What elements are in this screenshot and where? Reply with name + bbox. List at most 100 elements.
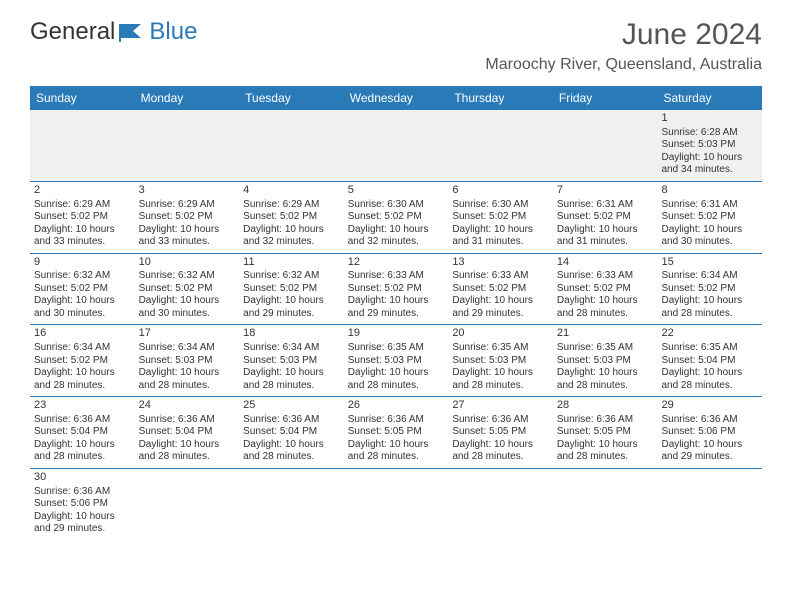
sunrise-text: Sunrise: 6:29 AM — [243, 199, 340, 212]
day-number: 17 — [139, 327, 236, 341]
sunset-text: Sunset: 5:02 PM — [348, 211, 445, 224]
day-cell-empty — [448, 110, 553, 181]
day-number: 25 — [243, 399, 340, 413]
daylight-text: Daylight: 10 hours — [243, 295, 340, 308]
day-cell: 5Sunrise: 6:30 AMSunset: 5:02 PMDaylight… — [344, 182, 449, 253]
sunset-text: Sunset: 5:02 PM — [452, 283, 549, 296]
daylight-text: Daylight: 10 hours — [139, 367, 236, 380]
daylight-text: and 28 minutes. — [557, 308, 654, 321]
day-number: 5 — [348, 184, 445, 198]
daylight-text: and 32 minutes. — [348, 236, 445, 249]
day-number: 8 — [661, 184, 758, 198]
daylight-text: and 31 minutes. — [557, 236, 654, 249]
daylight-text: and 33 minutes. — [34, 236, 131, 249]
day-cell: 16Sunrise: 6:34 AMSunset: 5:02 PMDayligh… — [30, 325, 135, 396]
weeks-container: 1Sunrise: 6:28 AMSunset: 5:03 PMDaylight… — [30, 110, 762, 540]
sunrise-text: Sunrise: 6:34 AM — [139, 342, 236, 355]
sunset-text: Sunset: 5:03 PM — [348, 355, 445, 368]
day-cell: 21Sunrise: 6:35 AMSunset: 5:03 PMDayligh… — [553, 325, 658, 396]
sunset-text: Sunset: 5:03 PM — [557, 355, 654, 368]
sunset-text: Sunset: 5:02 PM — [34, 283, 131, 296]
daylight-text: and 28 minutes. — [139, 380, 236, 393]
daylight-text: Daylight: 10 hours — [243, 224, 340, 237]
sunset-text: Sunset: 5:05 PM — [348, 426, 445, 439]
daylight-text: Daylight: 10 hours — [557, 439, 654, 452]
sunrise-text: Sunrise: 6:35 AM — [557, 342, 654, 355]
day-cell: 20Sunrise: 6:35 AMSunset: 5:03 PMDayligh… — [448, 325, 553, 396]
day-number: 24 — [139, 399, 236, 413]
daylight-text: and 28 minutes. — [452, 451, 549, 464]
daylight-text: and 29 minutes. — [661, 451, 758, 464]
sunset-text: Sunset: 5:02 PM — [34, 355, 131, 368]
day-cell: 2Sunrise: 6:29 AMSunset: 5:02 PMDaylight… — [30, 182, 135, 253]
daylight-text: and 30 minutes. — [34, 308, 131, 321]
daylight-text: and 28 minutes. — [557, 380, 654, 393]
sunset-text: Sunset: 5:02 PM — [34, 211, 131, 224]
sunrise-text: Sunrise: 6:28 AM — [661, 127, 758, 140]
sunrise-text: Sunrise: 6:36 AM — [452, 414, 549, 427]
daylight-text: Daylight: 10 hours — [557, 295, 654, 308]
day-cell-empty — [553, 110, 658, 181]
sunrise-text: Sunrise: 6:36 AM — [34, 414, 131, 427]
day-number: 14 — [557, 256, 654, 270]
title-block: June 2024 Maroochy River, Queensland, Au… — [485, 18, 762, 74]
flag-icon — [119, 22, 147, 42]
day-cell: 9Sunrise: 6:32 AMSunset: 5:02 PMDaylight… — [30, 254, 135, 325]
sunset-text: Sunset: 5:02 PM — [243, 283, 340, 296]
sunset-text: Sunset: 5:02 PM — [348, 283, 445, 296]
daylight-text: and 28 minutes. — [661, 308, 758, 321]
day-cell: 8Sunrise: 6:31 AMSunset: 5:02 PMDaylight… — [657, 182, 762, 253]
sunset-text: Sunset: 5:06 PM — [34, 498, 131, 511]
day-cell: 10Sunrise: 6:32 AMSunset: 5:02 PMDayligh… — [135, 254, 240, 325]
day-cell: 11Sunrise: 6:32 AMSunset: 5:02 PMDayligh… — [239, 254, 344, 325]
daylight-text: Daylight: 10 hours — [139, 224, 236, 237]
sunset-text: Sunset: 5:03 PM — [661, 139, 758, 152]
day-number: 12 — [348, 256, 445, 270]
sunrise-text: Sunrise: 6:30 AM — [348, 199, 445, 212]
day-cell: 26Sunrise: 6:36 AMSunset: 5:05 PMDayligh… — [344, 397, 449, 468]
day-cell: 17Sunrise: 6:34 AMSunset: 5:03 PMDayligh… — [135, 325, 240, 396]
daylight-text: and 28 minutes. — [34, 380, 131, 393]
daylight-text: and 33 minutes. — [139, 236, 236, 249]
day-cell: 19Sunrise: 6:35 AMSunset: 5:03 PMDayligh… — [344, 325, 449, 396]
day-number: 15 — [661, 256, 758, 270]
day-number: 2 — [34, 184, 131, 198]
day-cell: 23Sunrise: 6:36 AMSunset: 5:04 PMDayligh… — [30, 397, 135, 468]
day-number: 4 — [243, 184, 340, 198]
daylight-text: and 28 minutes. — [348, 380, 445, 393]
sunrise-text: Sunrise: 6:34 AM — [34, 342, 131, 355]
day-cell-empty — [657, 469, 762, 540]
daylight-text: Daylight: 10 hours — [243, 439, 340, 452]
daylight-text: and 29 minutes. — [34, 523, 131, 536]
day-header-mon: Monday — [135, 86, 240, 110]
sunset-text: Sunset: 5:02 PM — [243, 211, 340, 224]
day-cell-empty — [135, 469, 240, 540]
sunset-text: Sunset: 5:04 PM — [139, 426, 236, 439]
day-cell: 3Sunrise: 6:29 AMSunset: 5:02 PMDaylight… — [135, 182, 240, 253]
daylight-text: and 28 minutes. — [243, 380, 340, 393]
calendar-grid: Sunday Monday Tuesday Wednesday Thursday… — [30, 86, 762, 540]
month-year-title: June 2024 — [485, 18, 762, 52]
day-number: 7 — [557, 184, 654, 198]
day-number: 29 — [661, 399, 758, 413]
daylight-text: Daylight: 10 hours — [348, 439, 445, 452]
day-cell: 6Sunrise: 6:30 AMSunset: 5:02 PMDaylight… — [448, 182, 553, 253]
sunrise-text: Sunrise: 6:31 AM — [557, 199, 654, 212]
day-header-fri: Friday — [553, 86, 658, 110]
daylight-text: and 28 minutes. — [557, 451, 654, 464]
day-number: 21 — [557, 327, 654, 341]
sunrise-text: Sunrise: 6:32 AM — [243, 270, 340, 283]
week-row: 9Sunrise: 6:32 AMSunset: 5:02 PMDaylight… — [30, 254, 762, 326]
day-cell: 7Sunrise: 6:31 AMSunset: 5:02 PMDaylight… — [553, 182, 658, 253]
daylight-text: Daylight: 10 hours — [34, 511, 131, 524]
day-number: 26 — [348, 399, 445, 413]
day-number: 11 — [243, 256, 340, 270]
day-header-sun: Sunday — [30, 86, 135, 110]
day-number: 20 — [452, 327, 549, 341]
day-cell: 24Sunrise: 6:36 AMSunset: 5:04 PMDayligh… — [135, 397, 240, 468]
daylight-text: Daylight: 10 hours — [348, 367, 445, 380]
day-number: 18 — [243, 327, 340, 341]
week-row: 16Sunrise: 6:34 AMSunset: 5:02 PMDayligh… — [30, 325, 762, 397]
sunset-text: Sunset: 5:03 PM — [243, 355, 340, 368]
sunrise-text: Sunrise: 6:36 AM — [557, 414, 654, 427]
